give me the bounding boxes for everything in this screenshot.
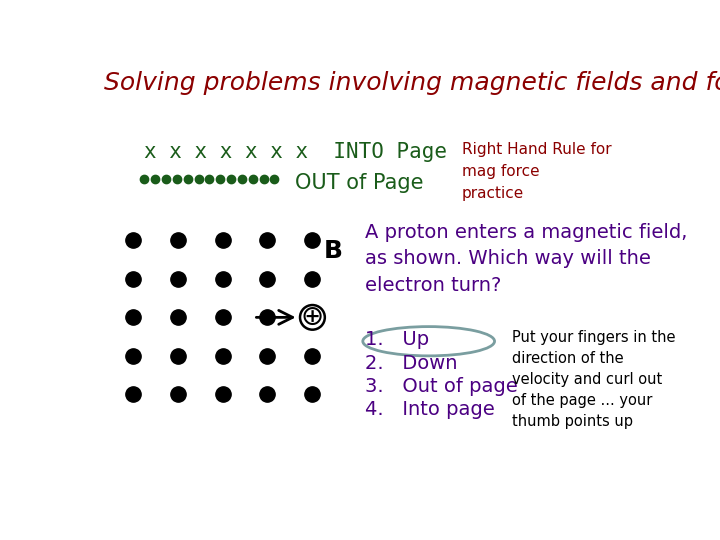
Text: A proton enters a magnetic field,
as shown. Which way will the
electron turn?: A proton enters a magnetic field, as sho… [365,222,688,295]
Text: B: B [323,239,342,263]
Text: 4.   Into page: 4. Into page [365,400,495,419]
Text: 2.   Down: 2. Down [365,354,458,373]
Text: Solving problems involving magnetic fields and forces: Solving problems involving magnetic fiel… [104,71,720,95]
Text: 3.   Out of page: 3. Out of page [365,377,518,396]
Text: 1.   Up: 1. Up [365,330,429,349]
Text: x x x x x x x  INTO Page: x x x x x x x INTO Page [144,142,447,162]
Text: Right Hand Rule for
mag force
practice: Right Hand Rule for mag force practice [462,142,611,201]
Text: OUT of Page: OUT of Page [294,173,423,193]
Text: Put your fingers in the
direction of the
velocity and curl out
of the page ... y: Put your fingers in the direction of the… [513,330,676,429]
Text: ⊕: ⊕ [301,303,324,332]
